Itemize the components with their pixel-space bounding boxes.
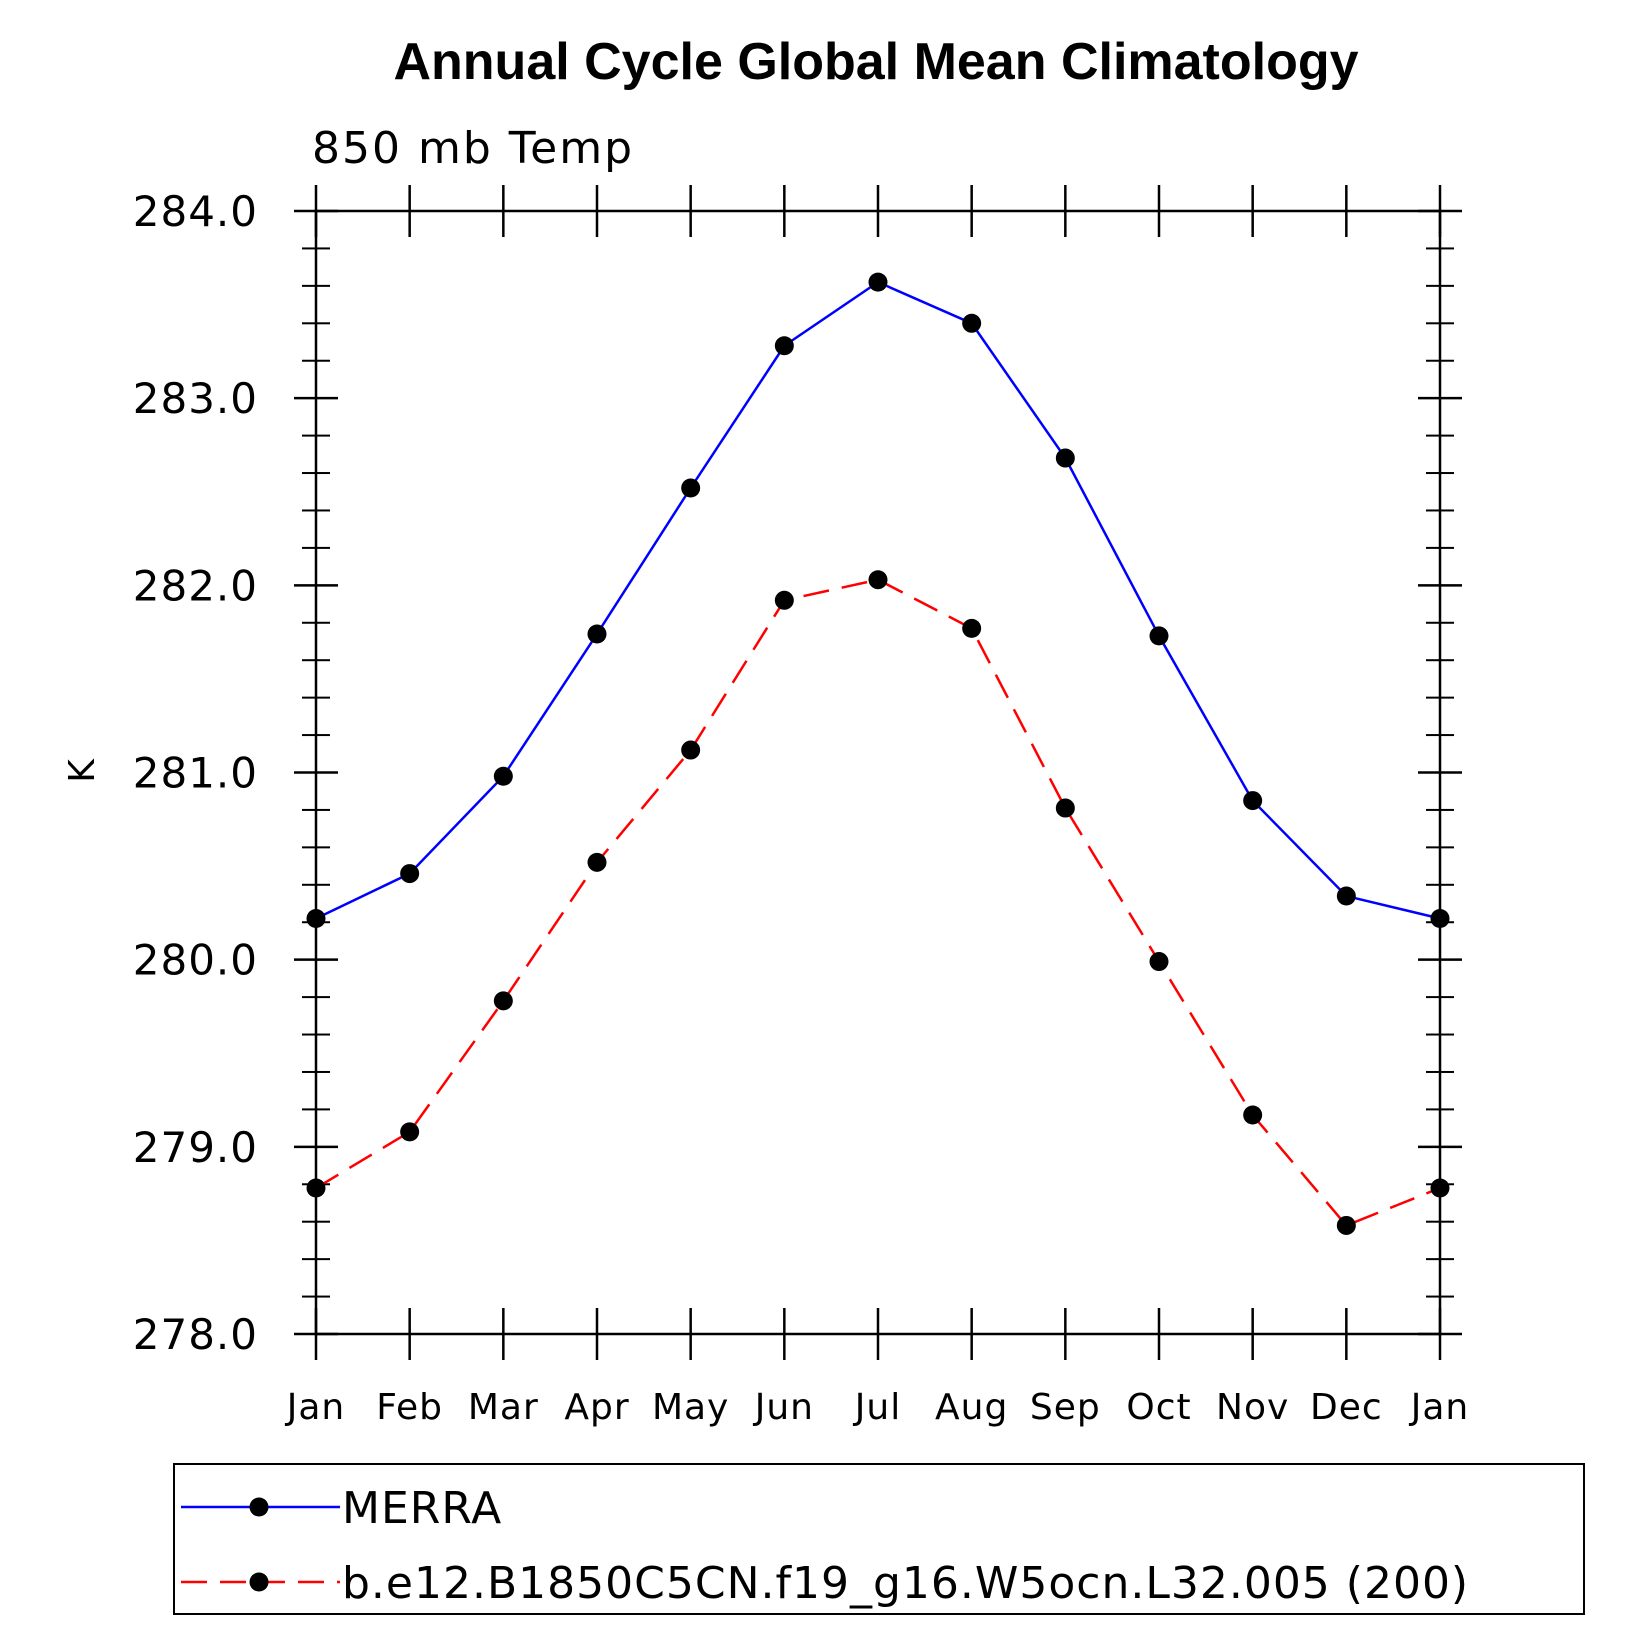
- x-tick-label: Oct: [1126, 1387, 1191, 1428]
- data-point: [306, 1178, 326, 1198]
- data-point: [1430, 1178, 1450, 1198]
- data-point: [587, 624, 607, 644]
- data-point: [587, 852, 607, 872]
- plot-frame: [314, 209, 1442, 1336]
- y-tick-label: 284.0: [133, 187, 258, 236]
- data-point: [1336, 1215, 1356, 1235]
- legend-label: b.e12.B1850C5CN.f19_g16.W5ocn.L32.005 (2…: [342, 1558, 1469, 1609]
- axes: 278.0 279.0 280.0 281.0 282.0 283.0 284.0 Jan Fe…: [133, 185, 1470, 1428]
- y-tick-label: 283.0: [133, 374, 258, 423]
- data-point: [962, 618, 982, 638]
- data-point: [868, 570, 888, 590]
- x-tick-label: May: [652, 1387, 729, 1428]
- legend-marker: [249, 1497, 269, 1517]
- data-point: [493, 766, 513, 786]
- x-tick-label: Aug: [935, 1387, 1008, 1428]
- data-point: [400, 864, 420, 884]
- y-tick-label: 280.0: [133, 936, 258, 985]
- data-point: [1055, 448, 1075, 468]
- x-tick-label: Jun: [753, 1387, 814, 1428]
- data-point: [774, 590, 794, 610]
- x-tick-label: Apr: [564, 1387, 629, 1428]
- chart-subtitle: 850 mb Temp: [312, 123, 634, 174]
- data-point: [1055, 798, 1075, 818]
- x-tick-label: Nov: [1216, 1387, 1289, 1428]
- x-tick-label: Jul: [853, 1387, 901, 1428]
- x-tick-label: Feb: [376, 1387, 443, 1428]
- legend-marker: [249, 1572, 269, 1592]
- x-tick-label: Mar: [468, 1387, 539, 1428]
- data-point: [868, 272, 888, 292]
- series-layer: [306, 272, 1450, 1235]
- data-point: [1243, 1105, 1263, 1125]
- series-line: [315, 578, 1441, 1227]
- series-0: [306, 272, 1450, 928]
- x-tick-label: Jan: [1409, 1387, 1470, 1428]
- data-point: [1336, 886, 1356, 906]
- data-point: [1149, 952, 1169, 972]
- x-tick-label: Jan: [285, 1387, 346, 1428]
- data-point: [1243, 791, 1263, 811]
- data-point: [400, 1122, 420, 1142]
- legend-box: [173, 1463, 1585, 1615]
- legend: MERRA b.e12.B1850C5CN.f19_g16.W5ocn.L32.0…: [173, 1463, 1585, 1615]
- y-tick-label: 282.0: [133, 561, 258, 610]
- y-tick-label: 279.0: [133, 1123, 258, 1172]
- data-point: [306, 908, 326, 928]
- legend-label: MERRA: [342, 1483, 502, 1534]
- data-point: [1149, 626, 1169, 646]
- y-tick-label: 278.0: [133, 1310, 258, 1359]
- series-line: [315, 280, 1441, 920]
- data-point: [681, 740, 701, 760]
- y-axis-label: K: [62, 758, 103, 783]
- data-point: [493, 991, 513, 1011]
- series-1: [306, 570, 1450, 1235]
- chart-title: Annual Cycle Global Mean Climatology: [393, 33, 1358, 91]
- y-tick-label: 281.0: [133, 749, 258, 798]
- data-point: [962, 313, 982, 333]
- data-point: [681, 478, 701, 498]
- x-tick-label: Sep: [1030, 1387, 1101, 1428]
- x-tick-label: Dec: [1310, 1387, 1383, 1428]
- data-point: [1430, 908, 1450, 928]
- data-point: [774, 336, 794, 356]
